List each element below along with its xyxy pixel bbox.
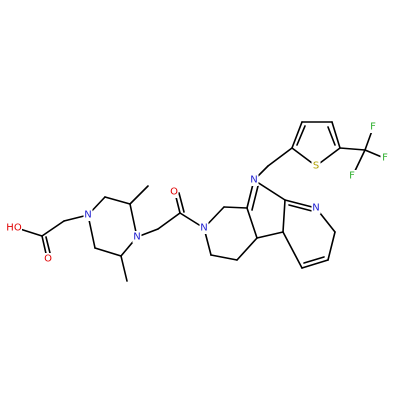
label-background [43, 253, 53, 265]
atom-labels: HO O N N O N N N S F F F [6, 121, 390, 265]
atom-label: N [200, 223, 207, 234]
label-background [199, 222, 209, 234]
label-background [6, 222, 22, 234]
atom-label: N [84, 210, 91, 221]
label-background [132, 231, 142, 243]
atom-label: F [382, 153, 388, 164]
atom-label: O [44, 254, 52, 265]
atom-label: N [250, 175, 257, 186]
atom-label: N [133, 232, 140, 243]
atom-label: S [313, 161, 319, 172]
label-background [83, 209, 93, 221]
label-background [368, 121, 378, 133]
label-background [380, 152, 390, 164]
bonds [19, 121, 385, 282]
atom-label: O [170, 187, 178, 198]
label-background [311, 160, 321, 172]
label-background [347, 170, 357, 182]
atom-label: F [370, 122, 376, 133]
atom-label: N [312, 203, 319, 214]
label-background [169, 186, 179, 198]
label-background [249, 174, 259, 186]
label-background [311, 202, 321, 214]
atom-label: HO [6, 223, 22, 234]
atom-label: F [349, 171, 355, 182]
